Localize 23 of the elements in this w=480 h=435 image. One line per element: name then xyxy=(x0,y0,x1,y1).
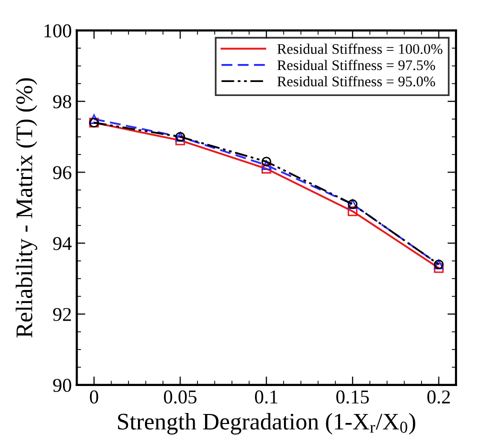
x-axis-title: Strength Degradation (1-X$_{r}$/X$_{0}$) xyxy=(118,413,416,435)
point xyxy=(434,263,444,273)
legend-label: Residual Stiffness = 100.0% xyxy=(277,44,442,54)
y-axis-title: Reliability - Matrix (T) (%) xyxy=(16,78,38,338)
y-tick-label: 90 xyxy=(53,378,72,392)
x-tick-label: 0.05 xyxy=(164,390,196,404)
point xyxy=(262,164,272,174)
x-tick-label: 0.2 xyxy=(427,390,450,404)
point xyxy=(89,114,99,124)
point xyxy=(262,156,272,166)
y-tick-label: 100 xyxy=(44,24,72,38)
point xyxy=(348,206,358,216)
legend-label: Residual Stiffness = 95.0% xyxy=(277,76,436,86)
legend-label: Residual Stiffness = 97.5% xyxy=(277,60,436,70)
y-tick-label: 96 xyxy=(53,166,72,180)
x-tick-label: 0.1 xyxy=(254,390,278,404)
y-tick-label: 98 xyxy=(53,95,72,108)
x-tick-label: 0.15 xyxy=(336,390,369,404)
point xyxy=(175,135,186,146)
point xyxy=(262,160,272,170)
x-tick-label: 0 xyxy=(90,390,98,404)
y-tick-label: 94 xyxy=(53,237,72,250)
y-tick-label: 92 xyxy=(53,308,71,322)
